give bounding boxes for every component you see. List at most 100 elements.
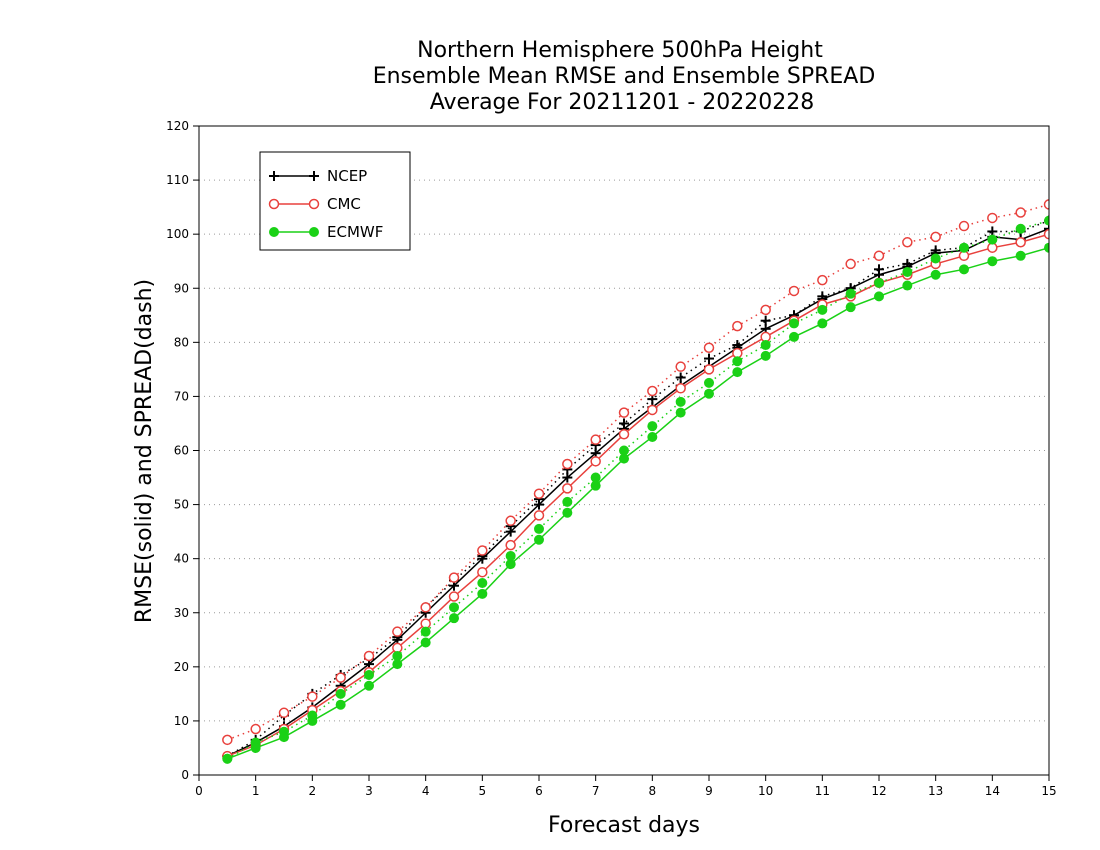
legend-marker [309, 227, 319, 237]
y-tick-label: 80 [174, 335, 189, 349]
series-ecmwf-spread-point [959, 242, 969, 253]
x-tick-label: 1 [252, 784, 260, 798]
series-ecmwf-spread-point [335, 688, 346, 699]
series-ecmwf-spread-point [902, 267, 913, 278]
series-ecmwf-rmse-point [760, 350, 771, 361]
series-ecmwf-rmse-point [562, 507, 573, 518]
x-tick-label: 8 [649, 784, 657, 798]
series-cmc-spread-point [363, 650, 375, 662]
series-ecmwf-spread-point [704, 377, 714, 388]
series-ecmwf-spread-point [647, 421, 658, 432]
series-cmc-spread-point [703, 342, 715, 353]
series-ecmwf-rmse-point [590, 480, 601, 491]
series-cmc-rmse-point [675, 383, 686, 394]
series-cmc-spread-point [845, 258, 856, 270]
series-ncep-rmse-point [562, 472, 573, 483]
series-cmc-spread-point [392, 626, 403, 637]
series-cmc-rmse-point [562, 483, 573, 494]
series-cmc-rmse-point [1043, 228, 1049, 240]
x-tick-label: 15 [1041, 784, 1056, 798]
series-ecmwf-rmse-point [647, 431, 658, 442]
y-tick-label: 60 [174, 444, 189, 458]
series-ecmwf-rmse-point [789, 331, 799, 342]
series-ecmwf-spread-point [930, 253, 941, 264]
y-tick-label: 120 [166, 119, 189, 133]
series-cmc-spread-point [618, 407, 630, 418]
series-cmc-rmse-point [533, 510, 545, 521]
series-cmc-rmse-point [1015, 237, 1026, 248]
x-tick-label: 9 [705, 784, 713, 798]
series-cmc-spread-point [873, 250, 885, 262]
legend-marker [268, 198, 280, 210]
x-tick-label: 12 [871, 784, 886, 798]
series-ecmwf-rmse-point [959, 264, 969, 275]
x-tick-label: 13 [928, 784, 943, 798]
series-ecmwf-spread-point [789, 318, 799, 329]
series-ecmwf-rmse-point [307, 715, 318, 726]
y-tick-label: 20 [174, 660, 189, 674]
series-ecmwf-rmse-point [392, 659, 403, 670]
legend-marker [309, 171, 319, 181]
series-cmc-spread-point [647, 385, 658, 397]
series-ecmwf-rmse-point [1015, 250, 1026, 261]
x-tick-label: 6 [535, 784, 543, 798]
series-ecmwf-spread-point [845, 288, 856, 299]
y-tick-label: 30 [174, 606, 189, 620]
series-cmc-spread-point [278, 707, 290, 719]
series-ecmwf-spread-point [562, 496, 573, 507]
y-tick-label: 70 [174, 389, 189, 403]
series-ecmwf-spread-point [1015, 223, 1026, 234]
legend-marker [308, 198, 320, 210]
x-tick-label: 3 [365, 784, 373, 798]
title-line-2: Ensemble Mean RMSE and Ensemble SPREAD [373, 64, 876, 89]
series-cmc-spread-point [675, 361, 686, 372]
series-ecmwf-rmse-point [704, 388, 714, 399]
series-cmc-rmse-point [448, 591, 460, 602]
series-cmc-spread-point [1043, 199, 1049, 210]
legend-marker [269, 227, 279, 237]
x-tick-label: 14 [985, 784, 1000, 798]
legend-item-ecmwf: ECMWF [269, 223, 383, 241]
series-ecmwf-spread-point [477, 578, 488, 589]
x-tick-label: 0 [195, 784, 203, 798]
x-tick-label: 11 [815, 784, 830, 798]
series-cmc-rmse-point [505, 539, 516, 551]
series-ecmwf-rmse-point [619, 453, 629, 464]
series-ecmwf-rmse-point [675, 407, 686, 418]
series-cmc-spread-point [250, 723, 261, 735]
series-cmc-spread-point [817, 274, 828, 286]
legend-item-ncep: NCEP [269, 167, 367, 185]
series-cmc-spread-point [1015, 207, 1026, 218]
series-cmc-spread-point [533, 488, 545, 500]
x-tick-label: 7 [592, 784, 600, 798]
series-ecmwf-spread-point [420, 626, 431, 637]
series-cmc-spread-point [987, 212, 998, 224]
chart-title: Northern Hemisphere 500hPa Height Ensemb… [373, 38, 876, 115]
series-ecmwf-rmse-point [902, 280, 913, 291]
series-cmc-spread-point [477, 545, 488, 556]
y-tick-label: 40 [174, 552, 189, 566]
y-tick-label: 50 [174, 498, 189, 512]
series-ecmwf-rmse-point [817, 318, 828, 329]
legend-label: NCEP [327, 167, 367, 185]
series-ecmwf-spread-point [760, 340, 771, 351]
series-cmc-rmse-point [590, 456, 601, 467]
series-cmc-spread-point [335, 672, 346, 683]
series-cmc-spread-point [788, 285, 800, 297]
series-ecmwf-rmse-point [874, 291, 884, 302]
series-ecmwf-rmse-point [1044, 242, 1049, 253]
series-cmc-spread-point [902, 237, 913, 248]
series-ecmwf-rmse-point [222, 753, 233, 764]
series-ecmwf-rmse-line [227, 246, 1049, 760]
title-line-3: Average For 20211201 - 20220228 [430, 90, 815, 115]
series-ecmwf-spread-point [505, 550, 516, 561]
y-axis-title: RMSE(solid) and SPREAD(dash) [132, 279, 157, 623]
title-line-1: Northern Hemisphere 500hPa Height [417, 38, 823, 63]
series-cmc-rmse-point [647, 404, 658, 416]
x-axis: 0 1 2 3 4 5 6 7 8 9 10 11 12 13 14 15 [195, 775, 1057, 798]
series-cmc-spread-point [222, 734, 233, 746]
series-cmc-spread-point [590, 434, 601, 445]
series-cmc-spread-point [958, 220, 970, 232]
